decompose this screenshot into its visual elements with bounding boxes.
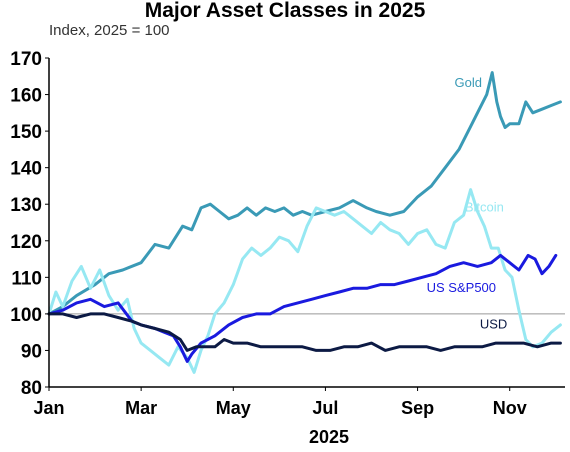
chart-subtitle: Index, 2025 = 100 — [49, 22, 170, 39]
y-tick-label: 170 — [10, 49, 42, 70]
x-tick-label: Nov — [493, 398, 527, 418]
x-tick-label: May — [216, 398, 251, 418]
series-label-us-s-p500: US S&P500 — [427, 280, 496, 295]
y-tick-label: 130 — [10, 195, 42, 216]
series-line-usd — [47, 312, 562, 352]
x-tick-label: Mar — [125, 398, 157, 418]
y-tick-label: 140 — [10, 159, 42, 180]
y-tick-label: 150 — [10, 122, 42, 143]
series-line-gold — [47, 71, 562, 316]
x-tick-label: Jan — [33, 398, 64, 418]
x-tick-label: Jul — [312, 398, 338, 418]
y-tick-label: 90 — [21, 341, 42, 362]
y-tick-label: 110 — [11, 268, 42, 289]
series-label-bitcoin: Bitcoin — [465, 200, 504, 215]
chart-title: Major Asset Classes in 2025 — [144, 0, 426, 22]
x-tick-label: Sep — [401, 398, 434, 418]
series-label-usd: USD — [480, 317, 507, 332]
y-tick-label: 100 — [10, 305, 42, 326]
x-axis-label: 2025 — [309, 427, 349, 447]
y-tick-label: 160 — [10, 86, 42, 107]
y-tick-label: 120 — [10, 232, 42, 253]
y-tick-label: 80 — [21, 378, 42, 399]
series-line-bitcoin — [47, 188, 562, 374]
series-label-gold: Gold — [455, 75, 482, 90]
